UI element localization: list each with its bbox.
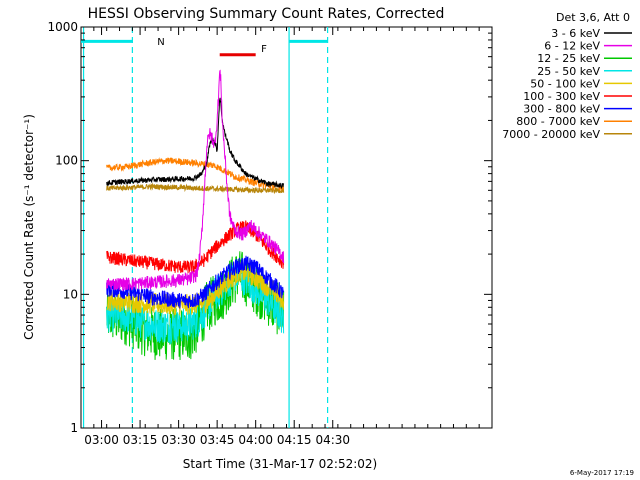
night-bars [81,39,328,57]
series-line [106,255,285,309]
x-axis: 03:00 03:15 03:30 03:45 04:00 04:15 04:30 [80,27,493,447]
legend-label: 3 - 6 keV [551,27,600,40]
y-tick-label: 100 [55,154,78,168]
series-line [106,259,285,345]
legend-label: 12 - 25 keV [537,52,600,65]
y-tick-label: 1000 [47,20,78,34]
x-tick-label: 04:00 [238,433,273,447]
legend-label: 100 - 300 keV [523,90,600,103]
legend-label: 6 - 12 keV [544,40,600,53]
y-axis: 1 10 100 1000 [47,20,492,435]
legend-label: 800 - 7000 keV [516,115,600,128]
series-group [106,69,285,360]
night-boundary-lines [82,27,329,428]
series-line [106,260,285,316]
chart-title: HESSI Observing Summary Count Rates, Cor… [88,6,445,22]
series-line [106,69,285,292]
legend-label: 300 - 800 keV [523,103,600,116]
x-tick-label: 03:15 [123,433,158,447]
series-line [106,157,285,191]
x-tick-label: 03:00 [84,433,119,447]
y-tick-label: 10 [63,287,78,301]
series-line [106,97,285,190]
series-line [106,220,285,274]
x-tick-label: 03:45 [200,433,235,447]
x-axis-label: Start Time (31-Mar-17 02:52:02) [183,457,377,471]
timestamp: 6-May-2017 17:19 [570,469,634,477]
legend-label: 7000 - 20000 keV [502,128,600,141]
night-label: N [157,37,164,48]
legend-label: 50 - 100 keV [530,77,600,90]
y-axis-label: Corrected Count Rate (s⁻¹ detector⁻¹) [22,114,36,340]
legend-label: 25 - 50 keV [537,65,600,78]
flare-label: F [261,44,267,55]
plot-frame [80,26,493,429]
x-tick-label: 04:30 [315,433,350,447]
series-line [106,182,285,195]
y-tick-label: 1 [70,421,78,435]
x-tick-label: 03:30 [161,433,196,447]
legend-title: Det 3,6, Att 0 [556,11,630,24]
x-tick-label: 04:15 [277,433,312,447]
